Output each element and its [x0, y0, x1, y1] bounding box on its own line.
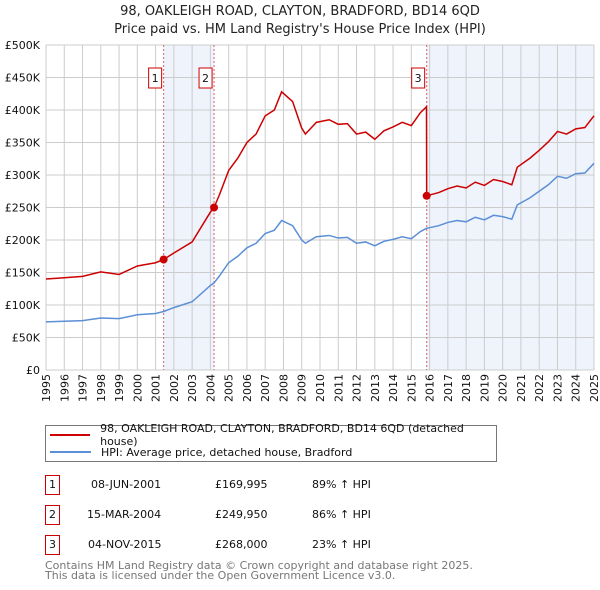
- legend-item-property: 98, OAKLEIGH ROAD, CLAYTON, BRADFORD, BD…: [46, 422, 496, 448]
- y-tick-label: £500K: [5, 39, 41, 52]
- x-tick-label: 1995: [40, 374, 53, 402]
- x-tick-label: 2001: [150, 374, 163, 402]
- x-tick-label: 2023: [551, 374, 564, 402]
- chart-title: 98, OAKLEIGH ROAD, CLAYTON, BRADFORD, BD…: [120, 4, 480, 19]
- x-tick-label: 2020: [497, 374, 510, 402]
- sale-hpi-diff: 23% ↑ HPI: [312, 538, 371, 551]
- x-tick-label: 2016: [424, 374, 437, 402]
- x-tick-label: 2005: [223, 374, 236, 402]
- y-tick-label: £250K: [5, 202, 41, 215]
- sale-label: 1: [152, 72, 159, 85]
- x-tick-label: 2002: [168, 374, 181, 402]
- y-tick-label: £200K: [5, 234, 41, 247]
- x-tick-label: 2013: [369, 374, 382, 402]
- x-tick-label: 2008: [277, 374, 290, 402]
- x-tick-label: 2006: [241, 374, 254, 402]
- sale-hpi-diff: 89% ↑ HPI: [312, 478, 371, 491]
- x-tick-label: 2017: [442, 374, 455, 402]
- x-tick-label: 2012: [351, 374, 364, 402]
- x-tick-label: 2019: [478, 374, 491, 402]
- x-tick-label: 2011: [332, 374, 345, 402]
- y-tick-label: £350K: [5, 137, 41, 150]
- series-line: [45, 90, 595, 280]
- y-tick-label: £400K: [5, 104, 41, 117]
- y-tick-label: £450K: [5, 72, 41, 85]
- sale-hpi-diff: 86% ↑ HPI: [312, 508, 371, 521]
- sale-price: £249,950: [215, 508, 268, 521]
- x-tick-label: 2024: [570, 374, 583, 402]
- x-tick-label: 2003: [186, 374, 199, 402]
- sale-label: 3: [415, 72, 422, 85]
- x-tick-label: 2022: [533, 374, 546, 402]
- legend: 98, OAKLEIGH ROAD, CLAYTON, BRADFORD, BD…: [45, 422, 497, 462]
- x-tick-label: 2000: [131, 374, 144, 402]
- x-tick-label: 2007: [259, 374, 272, 402]
- sale-point: [422, 191, 431, 200]
- x-tick-label: 2015: [405, 374, 418, 402]
- legend-item-hpi: HPI: Average price, detached house, Brad…: [46, 444, 352, 460]
- legend-swatch-blue: [50, 451, 91, 453]
- x-tick-label: 1997: [77, 374, 90, 402]
- sale-point: [210, 203, 219, 212]
- x-tick-label: 2010: [314, 374, 327, 402]
- legend-label: 98, OAKLEIGH ROAD, CLAYTON, BRADFORD, BD…: [100, 422, 464, 448]
- footer: Contains HM Land Registry data © Crown c…: [45, 559, 473, 582]
- sale-date: 08-JUN-2001: [91, 478, 162, 491]
- series-line: [45, 162, 595, 323]
- sale-price: £169,995: [215, 478, 268, 491]
- y-tick-label: £300K: [5, 169, 41, 182]
- sale-price: £268,000: [215, 538, 268, 551]
- x-tick-label: 2014: [387, 374, 400, 402]
- sale-date: 04-NOV-2015: [88, 538, 162, 551]
- x-tick-label: 1998: [95, 374, 108, 402]
- x-tick-label: 2009: [296, 374, 309, 402]
- y-tick-label: £150K: [5, 267, 41, 280]
- plot-area: 1995 1996 1997 1998 1999 2000 2001 2002 2003 2004…: [5, 39, 600, 402]
- sale-date: 15-MAR-2004: [87, 508, 162, 521]
- sale-label-box: [198, 67, 213, 89]
- legend-label: HPI: Average price, detached house, Brad…: [101, 445, 353, 459]
- copyright-text: Contains HM Land Registry data © Crown c…: [45, 559, 473, 572]
- x-tick-label: 2021: [515, 374, 528, 402]
- x-tick-label: 2025: [588, 374, 600, 402]
- sale-label-box: [148, 67, 163, 89]
- x-tick-label: 2004: [204, 374, 217, 402]
- sale-number-badge: 3: [45, 535, 60, 555]
- legend-swatch-red: [50, 434, 91, 436]
- y-tick-label: £0: [26, 364, 40, 377]
- chart-subtitle: Price paid vs. HM Land Registry's House …: [114, 22, 486, 37]
- sale-number-badge: 1: [45, 475, 60, 495]
- sale-label: 2: [202, 72, 209, 85]
- sale-point: [159, 255, 168, 264]
- y-tick-label: £50K: [12, 332, 41, 345]
- y-tick-label: £100K: [5, 299, 41, 312]
- x-tick-label: 1996: [58, 374, 71, 402]
- x-tick-label: 2018: [460, 374, 473, 402]
- sale-label-box: [411, 67, 426, 89]
- sale-number-badge: 2: [45, 505, 60, 525]
- x-tick-label: 1999: [113, 374, 126, 402]
- licence-text: This data is licensed under the Open Gov…: [45, 569, 396, 582]
